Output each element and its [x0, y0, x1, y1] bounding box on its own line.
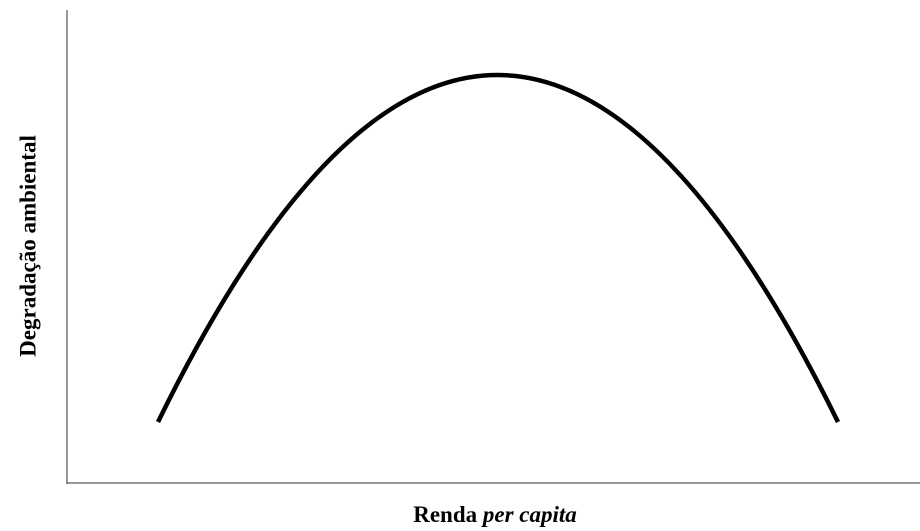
x-axis-label: Renda per capita	[413, 502, 577, 527]
x-axis-label-main: Renda	[413, 502, 477, 527]
y-axis-label: Degradação ambiental	[15, 135, 40, 357]
x-axis-label-italic: per capita	[481, 502, 577, 527]
curve	[155, 72, 841, 423]
